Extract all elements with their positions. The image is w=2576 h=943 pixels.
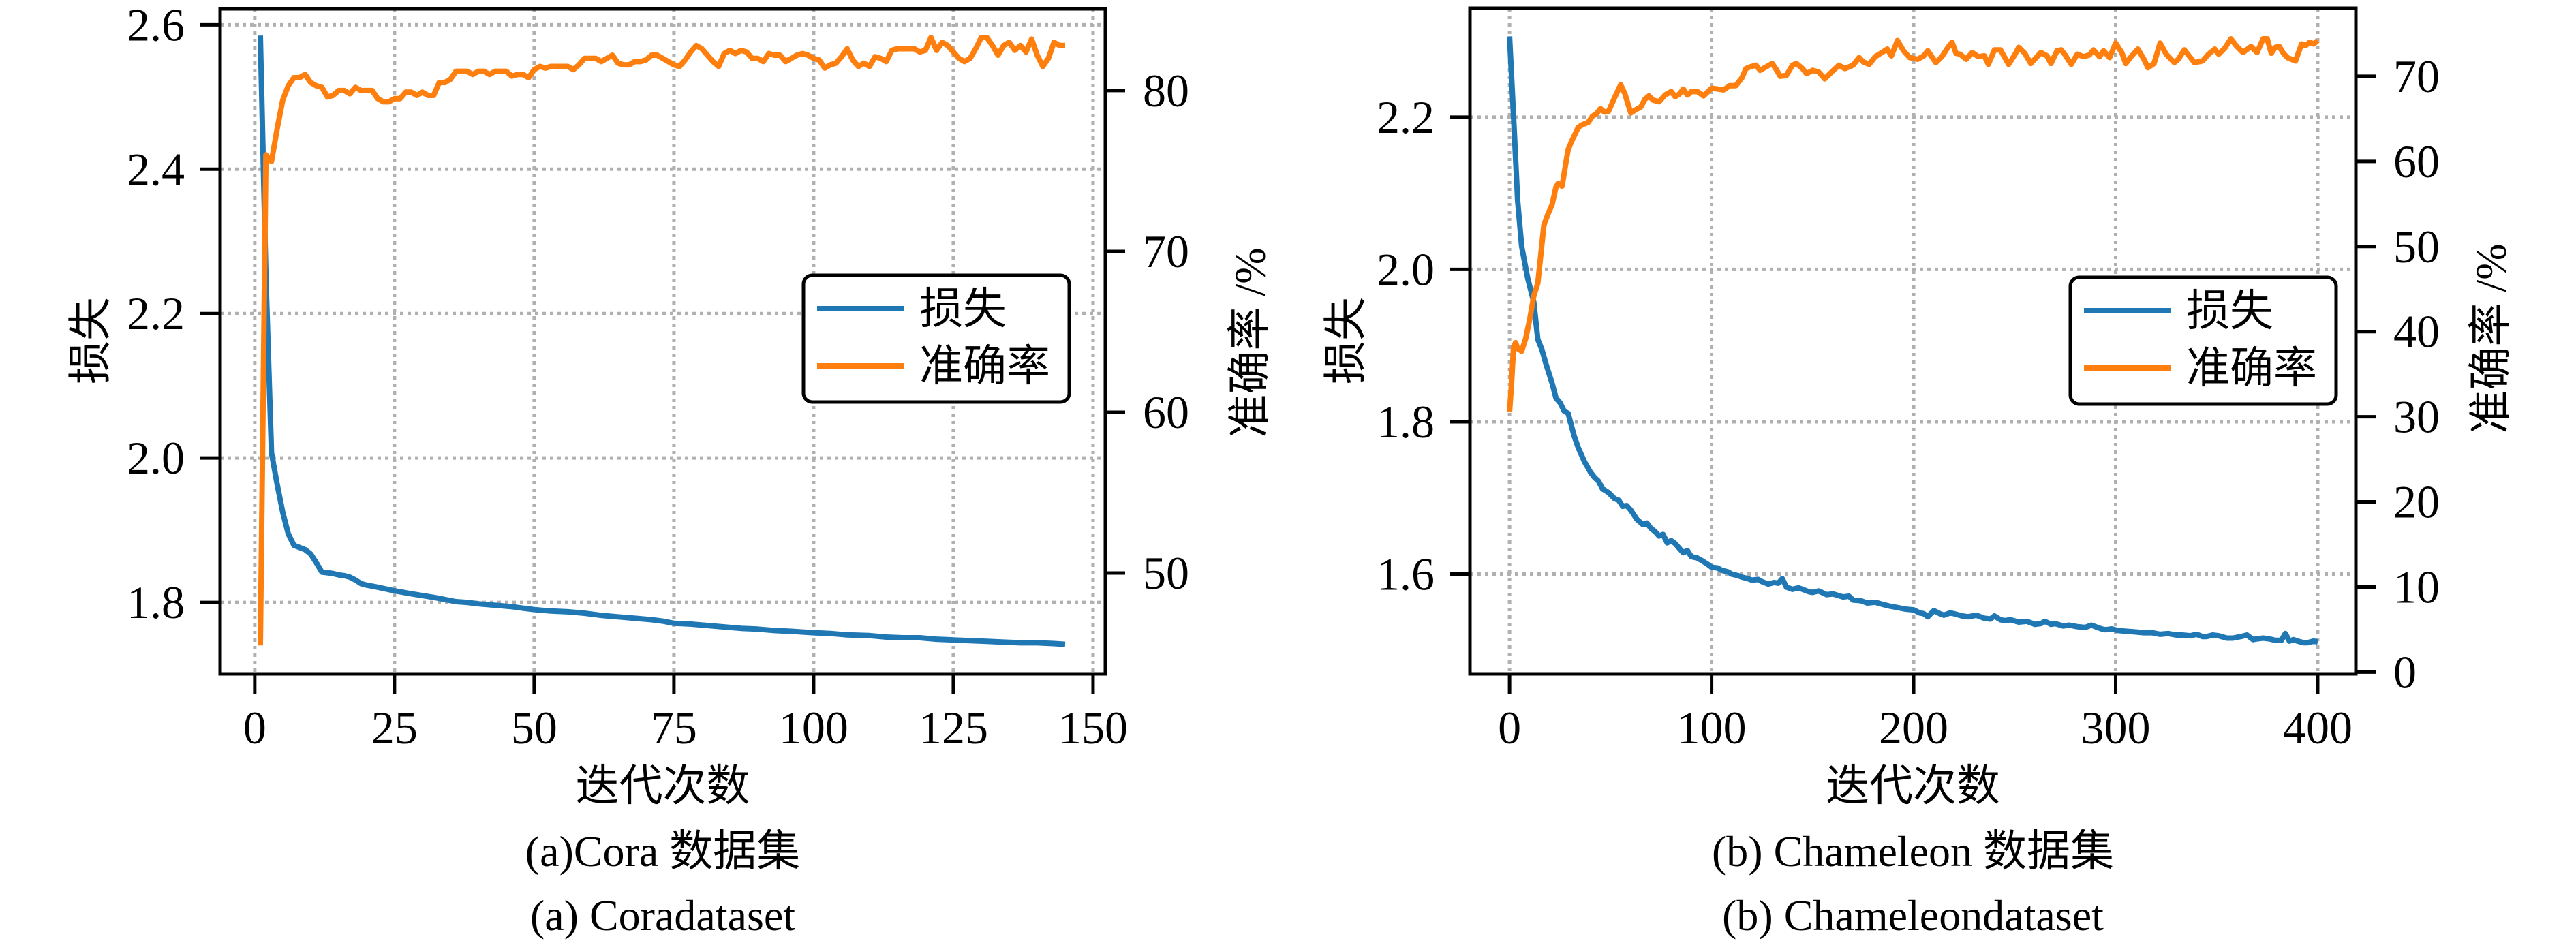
y-right-tick-label: 80 xyxy=(1143,65,1189,117)
x-tick-label: 0 xyxy=(243,702,266,754)
x-tick-label: 50 xyxy=(511,702,557,754)
x-tick-label: 150 xyxy=(1058,702,1128,754)
y-right-tick-label: 20 xyxy=(2393,476,2440,528)
y-left-tick-label: 2.0 xyxy=(127,432,185,484)
chart-panel-a: 0 25 50 75 100 125 150 1.8 2.0 2.2 2.4 2.6 50 60 70 80 迭… xyxy=(67,0,1274,940)
accuracy-series-line xyxy=(258,35,1065,646)
accuracy-series-line xyxy=(1507,36,2320,412)
y-right-tick-label: 50 xyxy=(2393,221,2440,273)
x-tick-label: 400 xyxy=(2283,702,2352,754)
y-left-tick-label: 1.8 xyxy=(1377,396,1435,448)
y-right-tick-label: 70 xyxy=(1143,226,1189,277)
y-right-tick-label: 60 xyxy=(2393,136,2440,187)
loss-series-line xyxy=(1507,36,2318,646)
legend-label: 准确率 xyxy=(2186,344,2317,392)
x-tick-label: 25 xyxy=(371,702,418,754)
y-left-tick-label: 2.6 xyxy=(127,0,185,50)
chart-panel-b: 0 100 200 300 400 1.6 1.8 2.0 2.2 0 10 20 30 40 50 60 70… xyxy=(1322,6,2515,940)
x-tick-label: 300 xyxy=(2081,702,2151,754)
y-left-tick-label: 2.0 xyxy=(1377,243,1435,295)
y-right-tick-label: 60 xyxy=(1143,386,1189,438)
y-left-axis-label: 损失 xyxy=(67,297,115,384)
y-left-tick-label: 1.8 xyxy=(127,576,185,628)
x-axis-label: 迭代次数 xyxy=(576,762,750,810)
legend-label: 损失 xyxy=(2186,287,2273,335)
subfigure-caption-english: (b) Chameleondataset xyxy=(1722,891,2104,940)
y-left-tick-label: 2.2 xyxy=(1377,91,1435,143)
x-tick-label: 125 xyxy=(919,702,988,754)
x-tick-label: 0 xyxy=(1498,702,1521,754)
y-left-tick-label: 2.2 xyxy=(127,288,185,339)
y-right-tick-label: 10 xyxy=(2393,561,2440,613)
y-right-tick-label: 40 xyxy=(2393,306,2440,358)
x-tick-label: 75 xyxy=(651,702,697,754)
y-left-axis-label: 损失 xyxy=(1322,297,1370,384)
legend-label: 准确率 xyxy=(919,342,1050,390)
x-tick-label: 200 xyxy=(1879,702,1948,754)
x-tick-label: 100 xyxy=(779,702,848,754)
y-left-tick-label: 2.4 xyxy=(127,143,185,195)
plot-frame xyxy=(218,7,1107,676)
x-tick-label: 100 xyxy=(1677,702,1747,754)
y-right-axis-label: 准确率 /% xyxy=(1226,247,1274,437)
y-right-axis-label: 准确率 /% xyxy=(2467,243,2515,433)
y-right-tick-label: 50 xyxy=(1143,547,1189,599)
y-left-tick-label: 1.6 xyxy=(1377,548,1435,600)
y-right-tick-label: 30 xyxy=(2393,391,2440,443)
subfigure-caption: (b) Chameleon 数据集 xyxy=(1712,827,2114,876)
legend-label: 损失 xyxy=(919,285,1007,333)
y-right-tick-label: 0 xyxy=(2393,646,2417,698)
subfigure-caption-english: (a) Coradataset xyxy=(530,891,795,940)
loss-series-line xyxy=(258,35,1066,647)
y-right-tick-label: 70 xyxy=(2393,50,2440,102)
x-axis-label: 迭代次数 xyxy=(1826,762,2000,810)
subfigure-caption: (a)Cora 数据集 xyxy=(525,827,800,876)
